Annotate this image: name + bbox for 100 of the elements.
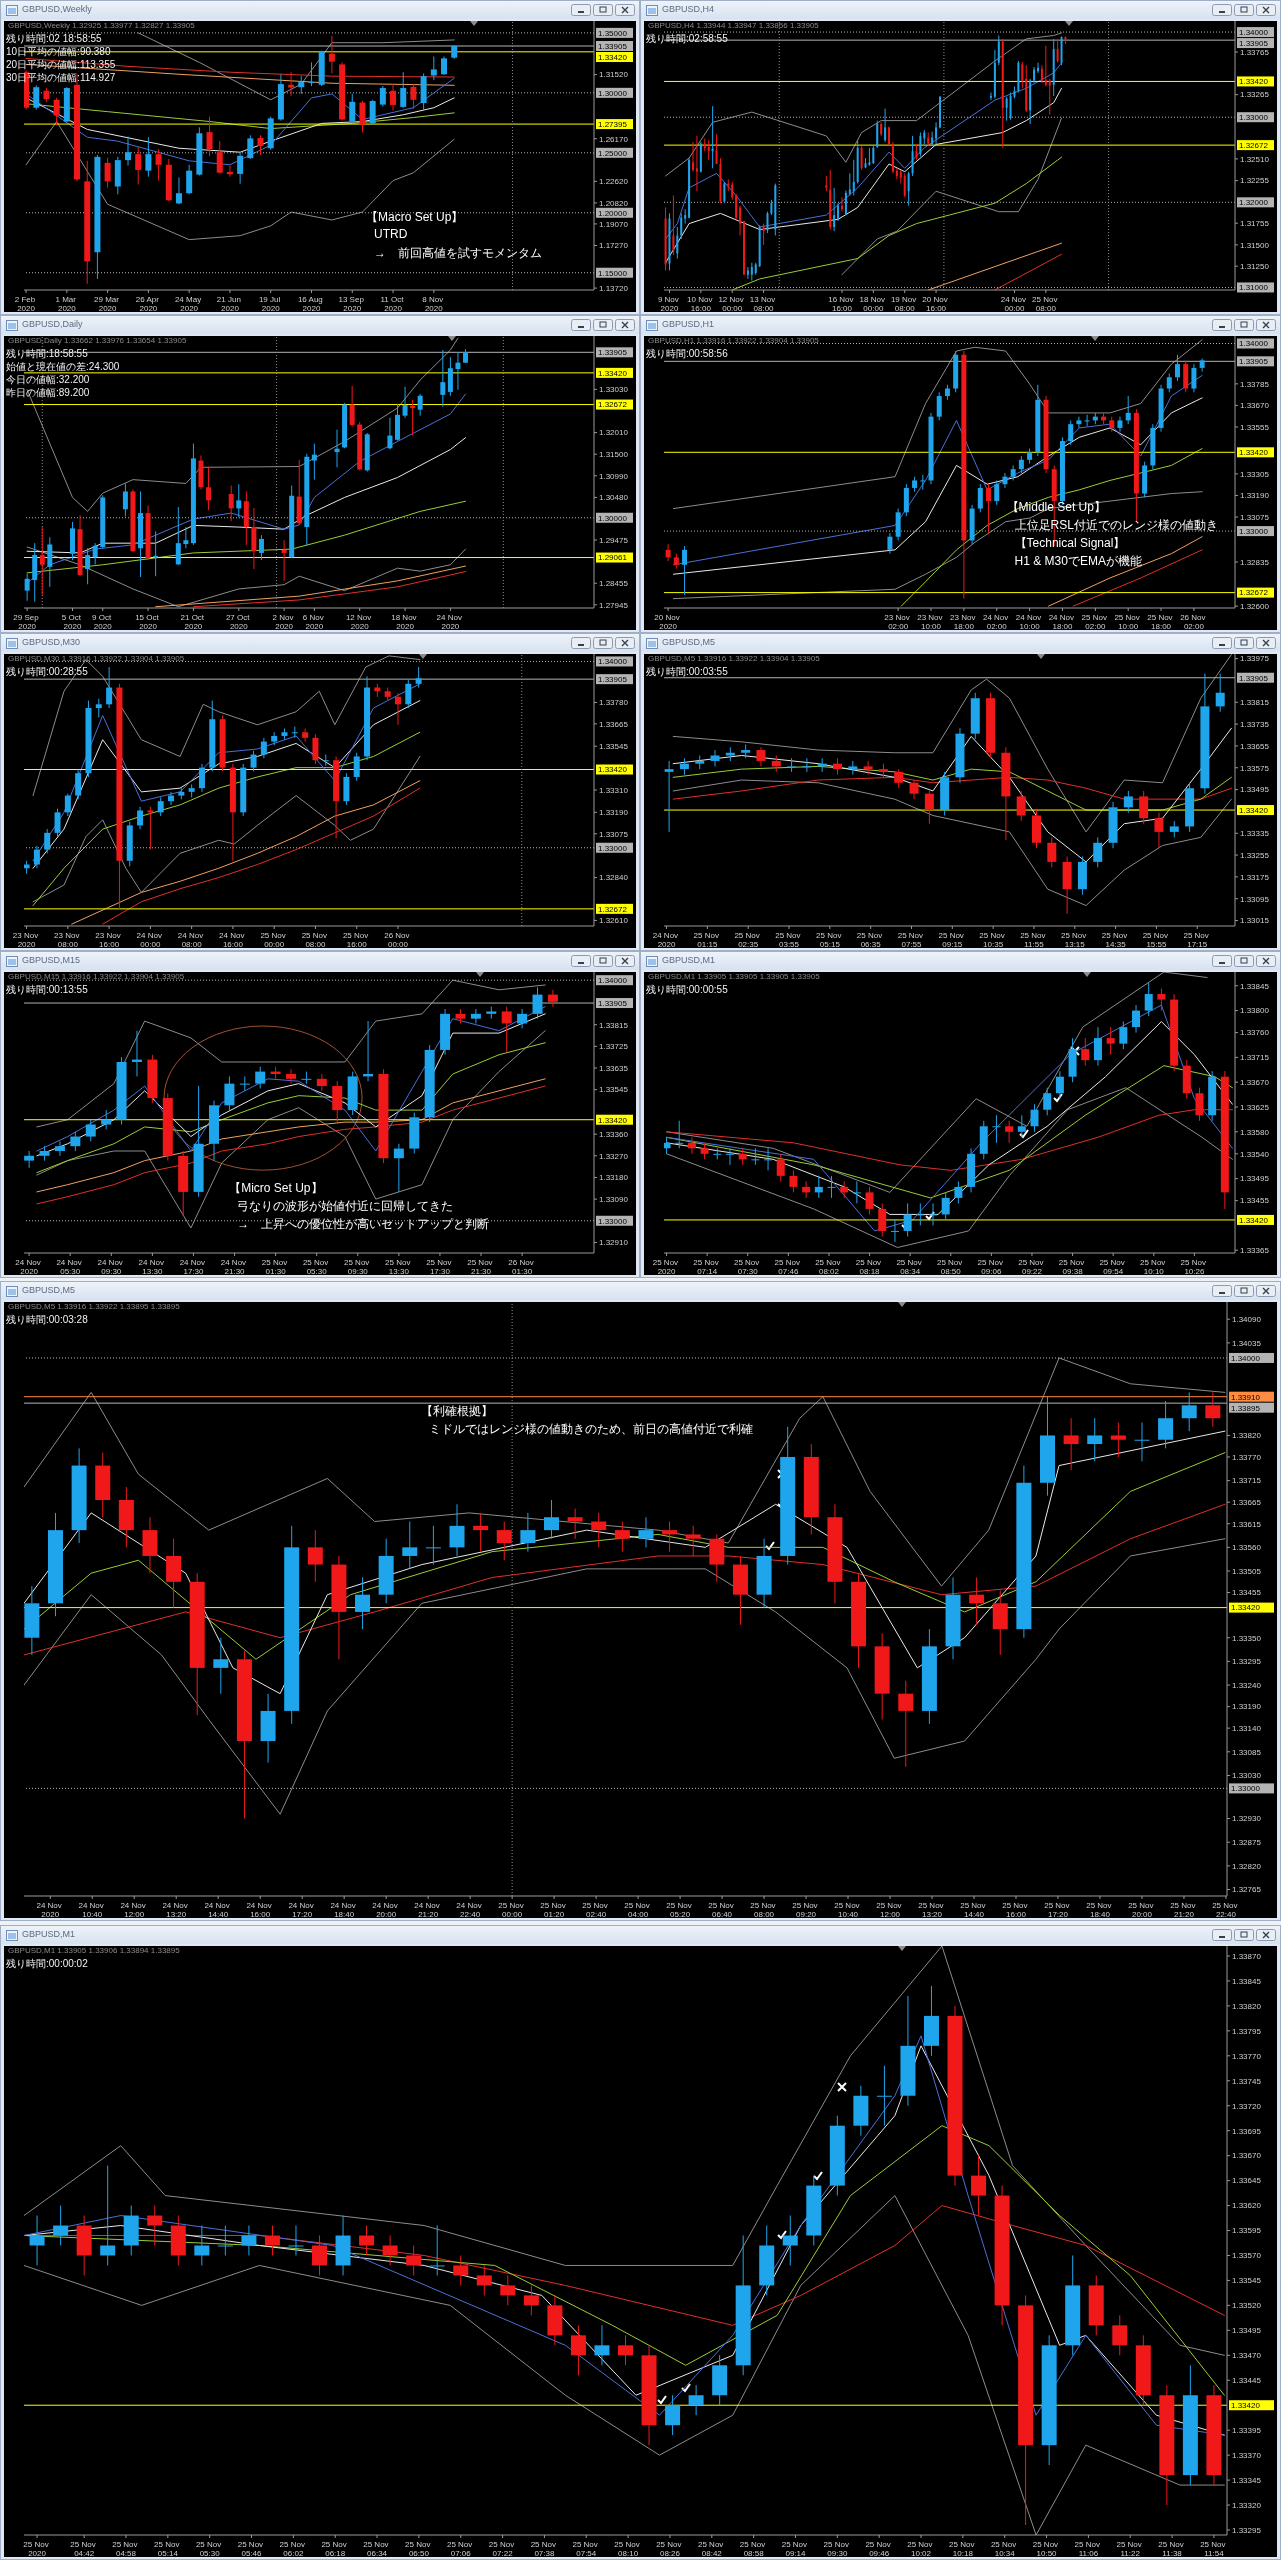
x-tick-label: 25 Nov 18:00 — [1147, 613, 1175, 631]
x-tick-label: 24 Nov 10:00 — [1015, 613, 1044, 631]
annotation: 残り時間:00:03:28 — [6, 1313, 88, 1327]
y-tick-label: 1.33030 — [599, 385, 629, 395]
ref-line-label: 1.31000 — [1239, 283, 1269, 293]
x-tick-label: 25 Nov 04:58 — [112, 2540, 140, 2558]
x-tick-label: 24 Nov 00:00 — [1000, 295, 1029, 313]
candlestick — [710, 749, 720, 767]
candlestick — [307, 1529, 323, 1583]
y-tick-label: 1.33505 — [1232, 1566, 1262, 1576]
candlestick — [449, 1503, 465, 1557]
candlestick — [916, 1202, 925, 1226]
candlestick — [349, 93, 356, 123]
x-tick-label: 24 Nov 14:40 — [204, 1901, 232, 1919]
x-tick-label: 25 Nov 21:20 — [1170, 1901, 1198, 1919]
candlestick — [1021, 61, 1024, 89]
candlestick — [614, 1521, 630, 1553]
candlestick — [322, 754, 329, 767]
x-tick-label: 25 Nov 11:22 — [1116, 2540, 1145, 2558]
candlestick — [355, 1576, 371, 1630]
x-tick-label: 25 Nov 06:34 — [363, 2540, 391, 2558]
ref-line-label: 1.33905 — [598, 675, 628, 685]
ref-line-label: 1.32672 — [598, 400, 628, 410]
y-tick-label: 1.33580 — [1240, 1127, 1270, 1137]
candlestick — [618, 2334, 633, 2366]
candlestick — [429, 2225, 445, 2276]
x-tick-label: 25 Nov 05:30 — [195, 2540, 224, 2558]
x-tick-label: 21 Oct 2020 — [180, 613, 207, 631]
x-tick-label: 25 Nov 06:40 — [708, 1901, 736, 1919]
y-tick-label: 1.33095 — [1240, 894, 1270, 904]
y-tick-label: 1.29475 — [599, 535, 629, 545]
line-series — [36, 1042, 546, 1174]
candlestick — [213, 1637, 229, 1695]
ref-line-label: 1.34000 — [598, 657, 628, 667]
line-series — [665, 62, 1063, 240]
candlestick — [311, 443, 317, 481]
x-tick-label: 25 Nov 08:58 — [739, 2540, 768, 2558]
x-tick-label: 25 Nov 08:10 — [614, 2540, 642, 2558]
y-tick-label: 1.27945 — [599, 600, 629, 610]
annotation: 昨日の値幅:89.200 — [6, 386, 90, 400]
ref-line-label: 1.33000 — [1239, 526, 1269, 536]
candlestick — [496, 1521, 512, 1561]
x-tick-label: 20 Nov 2020 — [654, 613, 682, 631]
chart-title: GBPUSD,M15 — [22, 955, 81, 965]
x-tick-label: 25 Nov 05:30 — [302, 1258, 331, 1276]
x-tick-label: 25 Nov 07:14 — [693, 1258, 721, 1276]
chart-subtitle: GBPUSD,M15 1.33916 1.33922 1.33904 1.33905 — [8, 972, 185, 981]
x-tick-label: 9 Oct 2020 — [92, 613, 114, 631]
x-tick-label: 25 Nov 07:46 — [774, 1258, 803, 1276]
ref-line-label: 1.32672 — [1239, 140, 1269, 150]
candlestick — [989, 92, 992, 101]
y-tick-label: 1.30480 — [599, 493, 629, 503]
candlestick — [994, 479, 1000, 506]
candlestick — [1084, 414, 1090, 427]
candlestick — [1087, 1417, 1103, 1462]
annotation: H1 & M30でEMAが機能 — [1014, 553, 1142, 571]
candlestick — [1205, 1391, 1221, 1428]
candlestick — [685, 1525, 701, 1557]
candlestick — [470, 1008, 481, 1024]
ref-line-label: 1.32000 — [1239, 198, 1269, 208]
x-tick-label: 25 Nov 01:20 — [540, 1901, 568, 1919]
candlestick — [1081, 1037, 1090, 1067]
candlestick — [217, 2225, 233, 2256]
x-tick-label: 19 Jul 2020 — [258, 295, 283, 313]
annotation: 残り時間:00:00:02 — [6, 1957, 88, 1971]
x-tick-label: 25 Nov 12:00 — [876, 1901, 904, 1919]
ref-line-label: 1.34000 — [1231, 1353, 1261, 1363]
y-tick-label: 1.33715 — [1240, 1053, 1270, 1063]
candlestick — [250, 750, 257, 772]
x-tick-label: 26 Apr 2020 — [135, 295, 162, 313]
candlestick — [194, 2225, 210, 2266]
y-tick-label: 1.33295 — [1232, 1657, 1262, 1667]
candlestick — [762, 223, 765, 246]
candlestick — [852, 1180, 861, 1204]
candlestick — [312, 2235, 328, 2276]
candlestick — [328, 35, 335, 74]
ref-line-label: 1.33420 — [598, 368, 628, 378]
candlestick — [1191, 363, 1197, 393]
candlestick — [924, 790, 934, 825]
y-tick-label: 1.33715 — [1232, 1476, 1262, 1486]
candlestick — [206, 116, 213, 157]
candlestick — [255, 1066, 266, 1089]
x-tick-label: 1 Mar 2020 — [55, 295, 79, 313]
x-tick-label: 24 May 2020 — [174, 295, 204, 313]
candlestick — [106, 666, 113, 709]
candlestick — [675, 1120, 684, 1149]
x-tick-label: 25 Nov 11:38 — [1158, 2540, 1186, 2558]
ref-line-label: 1.33000 — [1231, 1784, 1261, 1794]
x-tick-label: 12 Nov 2020 — [345, 613, 374, 631]
x-tick-label: 25 Nov 07:22 — [488, 2540, 517, 2558]
ref-line-label: 1.33000 — [598, 1216, 628, 1226]
x-tick-label: 25 Nov 15:55 — [1142, 931, 1171, 949]
chart-title: GBPUSD,M5 — [22, 1285, 76, 1295]
y-tick-label: 1.34090 — [1232, 1315, 1262, 1325]
line-series — [32, 731, 421, 907]
candlestick — [125, 135, 131, 167]
y-tick-label: 1.33370 — [1232, 2450, 1262, 2460]
x-tick-label: 25 Nov 09:15 — [938, 931, 967, 949]
annotation: 残り時間:00:00:55 — [646, 983, 728, 997]
candlestick — [476, 2264, 492, 2296]
